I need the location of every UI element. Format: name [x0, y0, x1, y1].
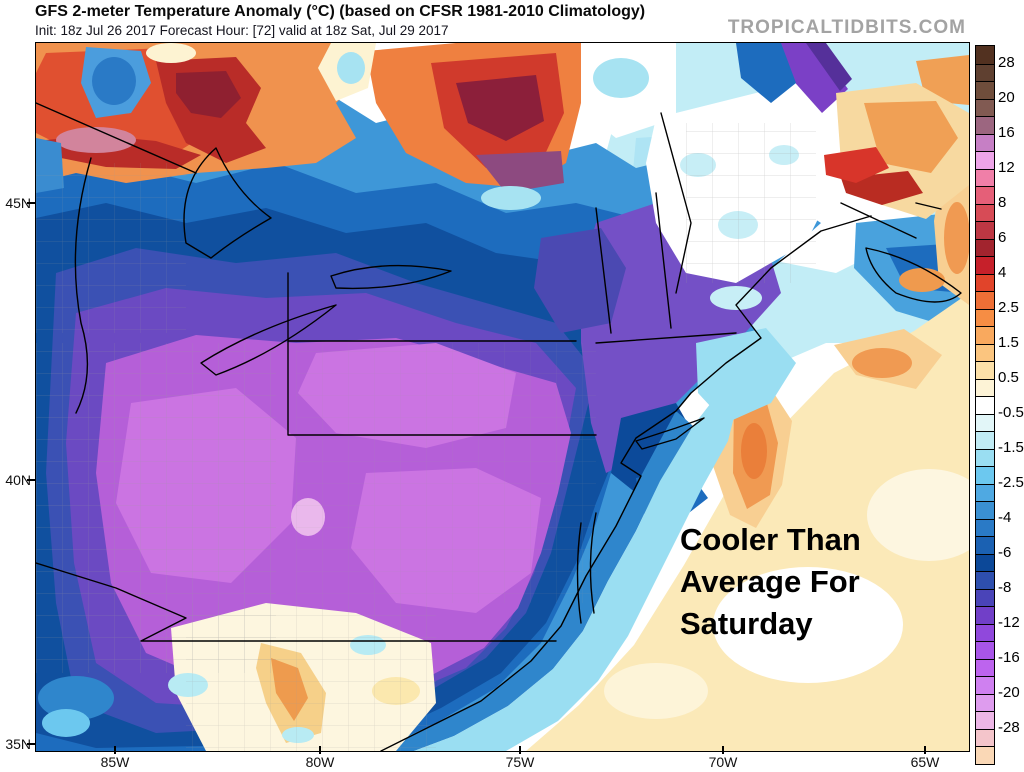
lat-label-45n: 45N [5, 195, 31, 211]
colorbar-cell [976, 676, 994, 694]
colorbar-cell [976, 588, 994, 606]
colorbar-tick-label: 2.5 [998, 298, 1019, 316]
lat-tick-35n [27, 743, 36, 745]
colorbar-tick-label: -0.5 [998, 403, 1024, 421]
colorbar-tick-label: -8 [998, 578, 1012, 596]
colorbar-cell [976, 168, 994, 186]
colorbar-cell [976, 623, 994, 641]
lat-tick-40n [27, 479, 36, 481]
colorbar-cell [976, 536, 994, 554]
colorbar-cell [976, 186, 994, 204]
colorbar-cell [976, 606, 994, 624]
page-title: GFS 2-meter Temperature Anomaly (°C) (ba… [35, 3, 646, 20]
lon-tick-85w [114, 746, 116, 754]
colorbar-tick-label: -16 [998, 648, 1020, 666]
colorbar-cell [976, 116, 994, 134]
lon-label-75w: 75W [505, 754, 535, 770]
colorbar-cell [976, 238, 994, 256]
colorbar-cell [976, 711, 994, 729]
annotation-text: Cooler Than Average For Saturday [680, 519, 861, 645]
colorbar-tick-label: 0.5 [998, 368, 1019, 386]
colorbar-cell [976, 63, 994, 81]
colorbar-cell [976, 326, 994, 344]
colorbar-tick-label: -1.5 [998, 438, 1024, 456]
colorbar-cell [976, 46, 994, 64]
lon-tick-80w [319, 746, 321, 754]
colorbar-cell [976, 256, 994, 274]
colorbar-cell [976, 693, 994, 711]
colorbar-cell [976, 658, 994, 676]
lat-label-40n: 40N [5, 472, 31, 488]
colorbar-cell [976, 343, 994, 361]
colorbar-cell [976, 518, 994, 536]
colorbar [975, 45, 995, 765]
colorbar-tick-label: -2.5 [998, 473, 1024, 491]
colorbar-cell [976, 728, 994, 746]
colorbar-cell [976, 396, 994, 414]
colorbar-cell [976, 378, 994, 396]
lon-label-65w: 65W [910, 754, 940, 770]
anomaly-map-graphic [36, 43, 969, 751]
colorbar-tick-label: 20 [998, 88, 1015, 106]
colorbar-tick-label: 12 [998, 158, 1015, 176]
colorbar-cell [976, 221, 994, 239]
annotation-line-2: Average For [680, 564, 860, 599]
colorbar-tick-label: 1.5 [998, 333, 1019, 351]
colorbar-tick-label: 8 [998, 193, 1007, 211]
colorbar-cell [976, 483, 994, 501]
lat-tick-45n [27, 202, 36, 204]
colorbar-cell [976, 501, 994, 519]
colorbar-tick-label: -28 [998, 718, 1020, 736]
colorbar-tick-label: 6 [998, 228, 1007, 246]
colorbar-cell [976, 273, 994, 291]
colorbar-tick-label: 16 [998, 123, 1015, 141]
colorbar-cell [976, 413, 994, 431]
colorbar-cell [976, 466, 994, 484]
colorbar-tick-label: -20 [998, 683, 1020, 701]
colorbar-tick-label: 28 [998, 53, 1015, 71]
colorbar-cell [976, 431, 994, 449]
lon-label-80w: 80W [305, 754, 335, 770]
annotation-line-1: Cooler Than [680, 522, 861, 557]
map-canvas: Cooler Than Average For Saturday [35, 42, 970, 752]
colorbar-cell [976, 98, 994, 116]
lon-tick-75w [519, 746, 521, 754]
lat-label-35n: 35N [5, 736, 31, 752]
colorbar-cell [976, 746, 994, 764]
colorbar-cells [976, 46, 994, 764]
colorbar-cell [976, 571, 994, 589]
colorbar-cell [976, 641, 994, 659]
tropicaltidbits-watermark: TROPICALTIDBITS.COM [727, 17, 966, 38]
colorbar-cell [976, 133, 994, 151]
colorbar-cell [976, 361, 994, 379]
lon-label-70w: 70W [708, 754, 738, 770]
colorbar-cell [976, 308, 994, 326]
colorbar-tick-label: -4 [998, 508, 1012, 526]
colorbar-cell [976, 553, 994, 571]
colorbar-cell [976, 151, 994, 169]
colorbar-cell [976, 291, 994, 309]
colorbar-cell [976, 448, 994, 466]
lon-label-85w: 85W [100, 754, 130, 770]
model-init-info: Init: 18z Jul 26 2017 Forecast Hour: [72… [35, 23, 449, 38]
annotation-line-3: Saturday [680, 606, 813, 641]
colorbar-tick-label: 4 [998, 263, 1007, 281]
lon-tick-70w [722, 746, 724, 754]
colorbar-tick-label: -12 [998, 613, 1020, 631]
colorbar-tick-label: -6 [998, 543, 1012, 561]
colorbar-cell [976, 81, 994, 99]
lon-tick-65w [924, 746, 926, 754]
colorbar-cell [976, 203, 994, 221]
